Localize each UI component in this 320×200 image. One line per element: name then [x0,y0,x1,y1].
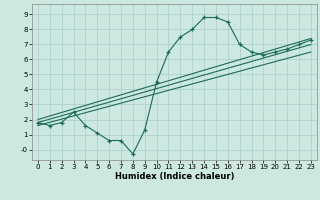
X-axis label: Humidex (Indice chaleur): Humidex (Indice chaleur) [115,172,234,181]
